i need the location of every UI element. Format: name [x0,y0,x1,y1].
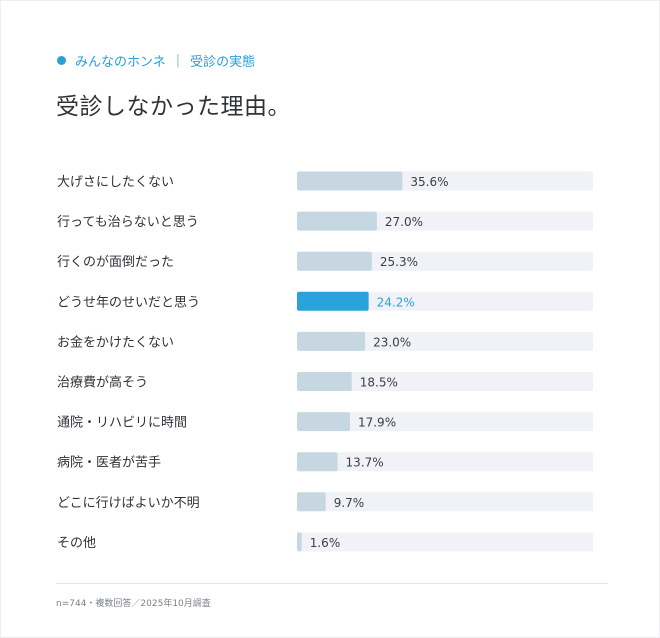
bar-track [297,452,593,472]
category-label: 病院・医者が苦手 [57,455,161,471]
category-label: どこに行けばよいか不明 [57,496,200,511]
value-label: 18.5% [360,376,398,390]
value-label: 24.2% [377,295,415,309]
bar-track [297,291,593,311]
eyebrow-category: みんなのホンネ [75,54,166,70]
bullet-dot-icon [57,55,66,65]
value-label: 9.7% [334,496,365,510]
bar-track [297,532,593,552]
footnote: n=744・複数回答／2025年10月調査 [56,599,211,609]
value-label: 25.3% [380,255,418,269]
chart-title: 受診しなかった理由。 [56,94,291,120]
bar [297,412,350,432]
category-label: 大げさにしたくない [57,175,174,190]
category-label: その他 [57,536,96,551]
bar [297,291,369,311]
value-label: 13.7% [346,456,384,470]
value-label: 17.9% [358,416,396,430]
bar [297,251,372,271]
eyebrow-separator: | [175,52,181,68]
category-label: 通院・リハビリに時間 [57,416,187,431]
value-label: 1.6% [310,536,341,550]
bar-track [297,331,593,351]
bar [297,372,352,391]
bar [297,171,403,191]
bar [297,331,366,351]
bar [297,492,326,512]
value-label: 23.0% [373,335,411,349]
value-label: 27.0% [385,215,423,229]
bar-chart: 大げさにしたくない 35.6% 行っても治らないと思う 27.0% 行くのが面倒だった 2… [57,171,593,552]
bar [297,211,377,231]
eyebrow-section: 受診の実態 [190,54,256,70]
category-label: 治療費が高そう [57,375,148,391]
category-label: 行っても治らないと思う [57,215,199,230]
eyebrow: みんなのホンネ | 受診の実態 [57,51,256,70]
value-label: 35.6% [410,175,448,189]
bar-track [297,372,593,391]
bar [297,532,302,552]
bar [297,452,338,472]
category-label: どうせ年のせいだと思う [57,295,200,310]
divider [56,583,608,584]
category-label: 行くのが面倒だった [57,255,174,270]
category-label: お金をかけたくない [57,334,174,350]
bar-track [297,492,593,512]
bar-track [297,412,593,432]
